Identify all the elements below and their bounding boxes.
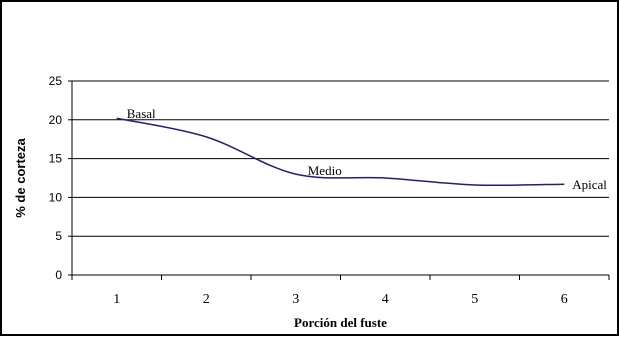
grid-lines <box>72 81 609 236</box>
annotation-label: Basal <box>127 106 156 121</box>
y-tick-label: 20 <box>49 113 63 127</box>
x-tick-label: 2 <box>203 292 210 307</box>
x-tick-label: 6 <box>561 292 568 307</box>
annotation-label: Apical <box>572 177 607 192</box>
y-tick-label: 10 <box>49 190 63 204</box>
annotation-label: Medio <box>308 163 342 178</box>
x-axis-title: Porción del fuste <box>294 315 387 330</box>
x-tick-labels: 1 2 3 4 5 6 <box>113 292 568 307</box>
x-tick-label: 5 <box>471 292 478 307</box>
y-tick-label: 15 <box>49 152 63 166</box>
x-tick-label: 4 <box>382 292 389 307</box>
x-tick-label: 1 <box>113 292 120 307</box>
annotations: Basal Medio Apical <box>127 106 608 192</box>
y-tick-label: 25 <box>49 74 63 88</box>
y-tick-label: 5 <box>55 229 62 243</box>
x-tick-label: 3 <box>292 292 299 307</box>
y-tick-labels: 0 5 10 15 20 25 <box>49 74 63 282</box>
y-tick-label: 0 <box>55 268 62 282</box>
y-axis-title: % de corteza <box>13 137 28 217</box>
